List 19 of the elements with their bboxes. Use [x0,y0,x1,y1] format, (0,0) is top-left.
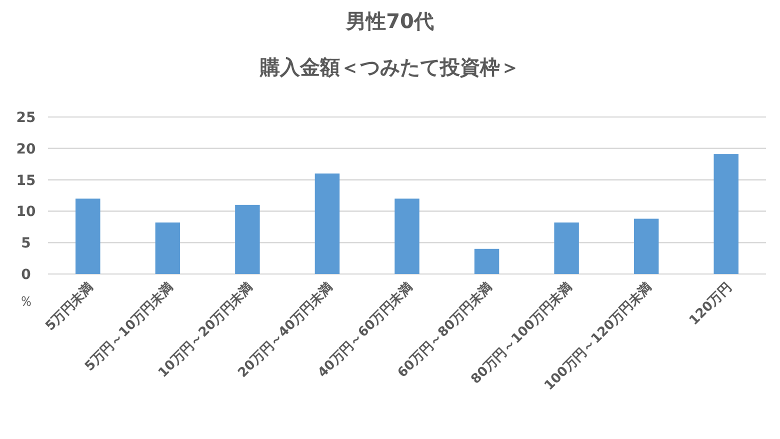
bar [474,248,500,274]
x-tick-label: 5万円未満 [42,280,97,334]
chart-subtitle: 購入金額＜つみたて投資枠＞ [259,55,520,79]
bar [634,218,659,274]
y-tick-label: 5 [21,236,31,252]
bar [235,204,260,274]
y-tick-label: 15 [16,172,36,189]
bar [394,198,420,274]
chart-title: 男性70代 [345,9,434,33]
y-tick-label: 0 [21,267,32,283]
y-axis-title: ％ [19,294,33,310]
bar [714,154,738,274]
bar [314,174,340,274]
y-tick-label: 20 [16,141,36,158]
bar [76,198,100,274]
bar [554,222,579,274]
y-tick-label: 25 [16,110,36,126]
y-tick-label: 10 [16,204,36,220]
bar [155,222,180,274]
